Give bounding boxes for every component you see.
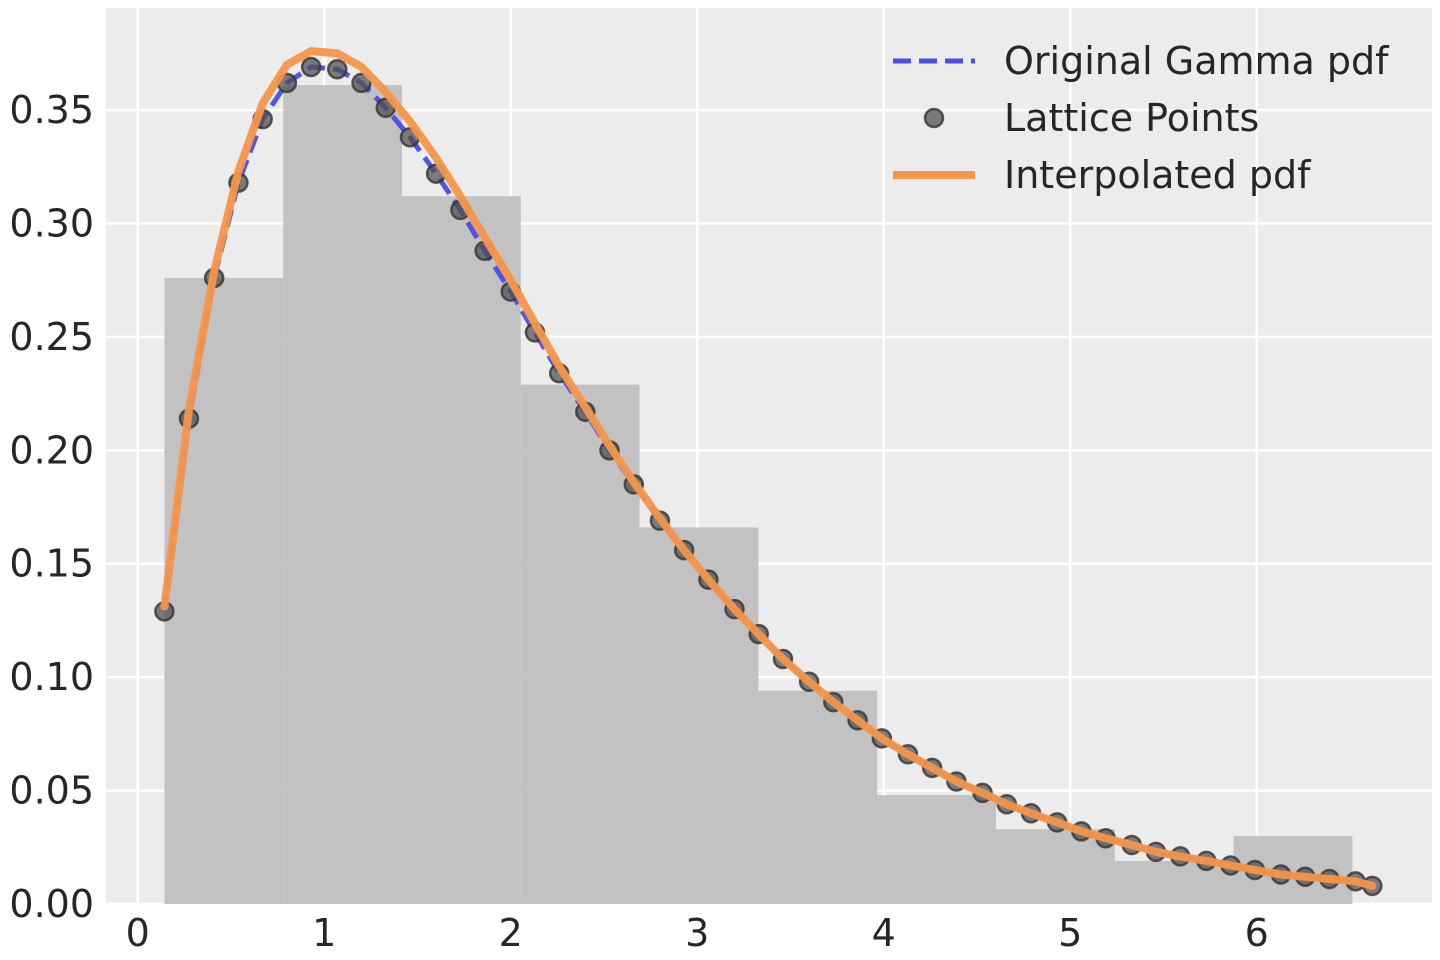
y-tick-label: 0.35 [9, 88, 94, 132]
histogram-bar [164, 277, 284, 904]
y-tick-label: 0.25 [9, 315, 94, 359]
y-tick-label: 0.05 [9, 769, 94, 813]
legend: Original Gamma pdf Lattice Points Interpol… [893, 39, 1390, 197]
histogram-bar [283, 85, 402, 905]
y-tick-label: 0.00 [9, 882, 94, 926]
histogram-bar [995, 829, 1115, 904]
histogram [164, 85, 1353, 905]
y-axis-ticks: 0.00 0.05 0.10 0.15 0.20 0.25 0.30 0.35 [9, 88, 94, 926]
lattice-point [300, 56, 322, 78]
x-tick-label: 3 [685, 911, 709, 955]
histogram-bar [520, 384, 640, 904]
x-tick-label: 6 [1245, 911, 1269, 955]
lattice-point [351, 72, 372, 94]
y-tick-label: 0.30 [9, 201, 94, 245]
histogram-bar [639, 527, 759, 904]
histogram-bar [877, 795, 996, 904]
x-tick-label: 4 [872, 911, 896, 955]
y-tick-label: 0.10 [9, 655, 94, 699]
x-tick-label: 5 [1058, 911, 1082, 955]
x-tick-label: 1 [312, 911, 336, 955]
x-tick-label: 2 [499, 911, 523, 955]
y-tick-label: 0.20 [9, 428, 94, 472]
lattice-point [327, 58, 348, 80]
x-axis-ticks: 0 1 2 3 4 5 6 [126, 911, 1269, 955]
legend-label: Original Gamma pdf [1004, 39, 1390, 83]
x-tick-label: 0 [126, 911, 150, 955]
legend-label: Lattice Points [1004, 96, 1259, 140]
histogram-bar [401, 196, 521, 904]
legend-label: Interpolated pdf [1004, 153, 1312, 197]
legend-marker-swatch [923, 107, 945, 129]
y-tick-label: 0.15 [9, 542, 94, 586]
interpolated-pdf-line [160, 47, 1377, 890]
histogram-bar [1114, 860, 1234, 904]
